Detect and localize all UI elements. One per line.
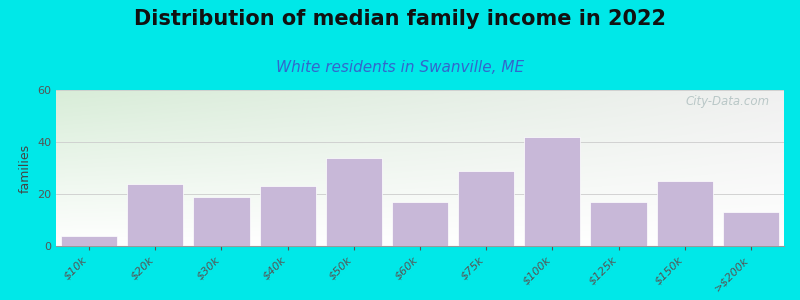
Bar: [259, 186, 316, 246]
Bar: [722, 212, 779, 246]
Bar: [194, 196, 250, 246]
Bar: [590, 202, 646, 246]
Bar: [392, 202, 448, 246]
Y-axis label: families: families: [18, 143, 31, 193]
Bar: [61, 236, 118, 246]
Text: City-Data.com: City-Data.com: [686, 95, 770, 108]
Bar: [458, 171, 514, 246]
Bar: [127, 184, 183, 246]
Bar: [524, 137, 581, 246]
Bar: [657, 181, 713, 246]
Text: Distribution of median family income in 2022: Distribution of median family income in …: [134, 9, 666, 29]
Text: White residents in Swanville, ME: White residents in Swanville, ME: [276, 60, 524, 75]
Bar: [326, 158, 382, 246]
